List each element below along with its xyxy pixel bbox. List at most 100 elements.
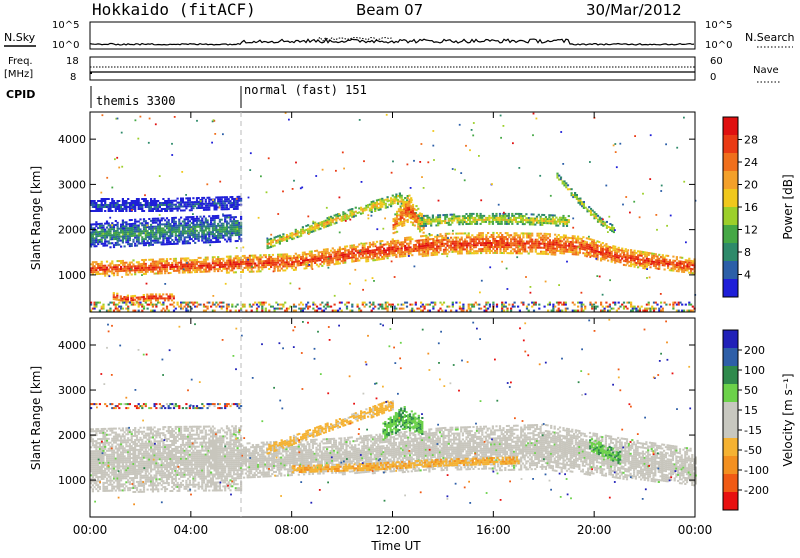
heatmap-cell [95, 235, 98, 238]
heatmap-cell [531, 250, 534, 253]
heatmap-cell [307, 301, 310, 304]
heatmap-cell [432, 240, 435, 242]
heatmap-cell [247, 256, 250, 259]
heatmap-cell [481, 218, 484, 221]
heatmap-cell [197, 266, 200, 269]
heatmap-cell [377, 303, 380, 306]
heatmap-cell [277, 261, 280, 264]
heatmap-cell [561, 180, 564, 183]
heatmap-cell [421, 249, 424, 252]
heatmap-cell [425, 246, 428, 249]
heatmap-cell [262, 301, 266, 304]
heatmap-cell [564, 219, 567, 221]
heatmap-cell [331, 217, 334, 220]
heatmap-cell [181, 240, 184, 243]
heatmap-cell [116, 292, 119, 295]
heatmap-cell [485, 236, 488, 239]
heatmap-cell [264, 256, 267, 259]
heatmap-cell [107, 206, 110, 208]
heatmap-cell [365, 256, 368, 259]
heatmap-cell [534, 242, 537, 245]
heatmap-cell [197, 217, 200, 220]
heatmap-cell [361, 256, 364, 259]
heatmap-cell [150, 268, 153, 271]
heatmap-cell [231, 226, 234, 229]
heatmap-cell [252, 266, 255, 269]
heatmap-cell [167, 205, 170, 208]
noise-right-tick-bottom: 10^0 [705, 40, 732, 51]
heatmap-cell [291, 267, 294, 270]
heatmap-cell [93, 265, 96, 268]
heatmap-cell [319, 255, 322, 258]
heatmap-cell [153, 260, 156, 263]
heatmap-cell [615, 250, 618, 253]
heatmap-cell [397, 208, 400, 211]
heatmap-cell [192, 263, 195, 266]
heatmap-cell [338, 246, 341, 249]
heatmap-cell [322, 226, 326, 229]
heatmap-cell [402, 245, 405, 248]
heatmap-cell [130, 231, 133, 233]
heatmap-cell [602, 220, 605, 223]
heatmap-cell [545, 246, 548, 249]
heatmap-cell [130, 301, 133, 304]
heatmap-cell [562, 224, 565, 227]
heatmap-cell [107, 228, 110, 231]
heatmap-cell [645, 263, 648, 266]
heatmap-cell [570, 243, 573, 245]
heatmap-cell [174, 234, 177, 237]
heatmap-cell [232, 216, 236, 219]
heatmap-cell [568, 248, 571, 251]
heatmap-cell [187, 230, 190, 233]
heatmap-cell [95, 305, 98, 308]
heatmap-cell [458, 307, 461, 310]
heatmap-cell [483, 242, 486, 245]
heatmap-cell [571, 247, 574, 250]
heatmap-cell [555, 243, 559, 246]
heatmap-cell [305, 259, 308, 262]
heatmap-cell [453, 215, 456, 218]
heatmap-cell [681, 260, 684, 263]
heatmap-cell [218, 226, 221, 229]
heatmap-cell [121, 200, 124, 202]
heatmap-cell [557, 220, 560, 223]
heatmap-cell [183, 238, 186, 241]
heatmap-cell [220, 263, 223, 266]
heatmap-cell [229, 255, 232, 258]
heatmap-cell [455, 250, 458, 253]
heatmap-cell [157, 227, 160, 230]
heatmap-cell [397, 241, 400, 244]
heatmap-cell [487, 240, 490, 242]
heatmap-cell [95, 208, 98, 210]
heatmap-cell [195, 201, 199, 204]
heatmap-cell [134, 218, 137, 221]
heatmap-cell [645, 253, 648, 256]
heatmap-cell [513, 240, 516, 243]
heatmap-cell [538, 246, 541, 249]
heatmap-cell [90, 303, 93, 306]
heatmap-cell [328, 255, 331, 258]
heatmap-cell [324, 254, 327, 257]
heatmap-cell [187, 232, 190, 235]
heatmap-cell [406, 205, 409, 207]
heatmap-cell [119, 297, 122, 300]
heatmap-cell [408, 214, 411, 217]
heatmap-cell [564, 217, 567, 219]
heatmap-cell [612, 247, 615, 250]
heatmap-cell [137, 204, 140, 206]
heatmap-cell [153, 262, 156, 265]
heatmap-cell [575, 253, 578, 256]
heatmap-cell [148, 295, 151, 298]
heatmap-cell [605, 224, 608, 227]
heatmap-cell [151, 309, 154, 312]
heatmap-cell [132, 206, 135, 208]
heatmap-cell [224, 204, 227, 207]
heatmap-cell [475, 212, 479, 215]
heatmap-cell [151, 270, 154, 273]
heatmap-cell [181, 257, 184, 260]
heatmap-cell [144, 264, 147, 267]
heatmap-cell [395, 255, 398, 258]
heatmap-cell [194, 267, 197, 270]
heatmap-cell [183, 230, 186, 233]
heatmap-cell [559, 240, 562, 243]
